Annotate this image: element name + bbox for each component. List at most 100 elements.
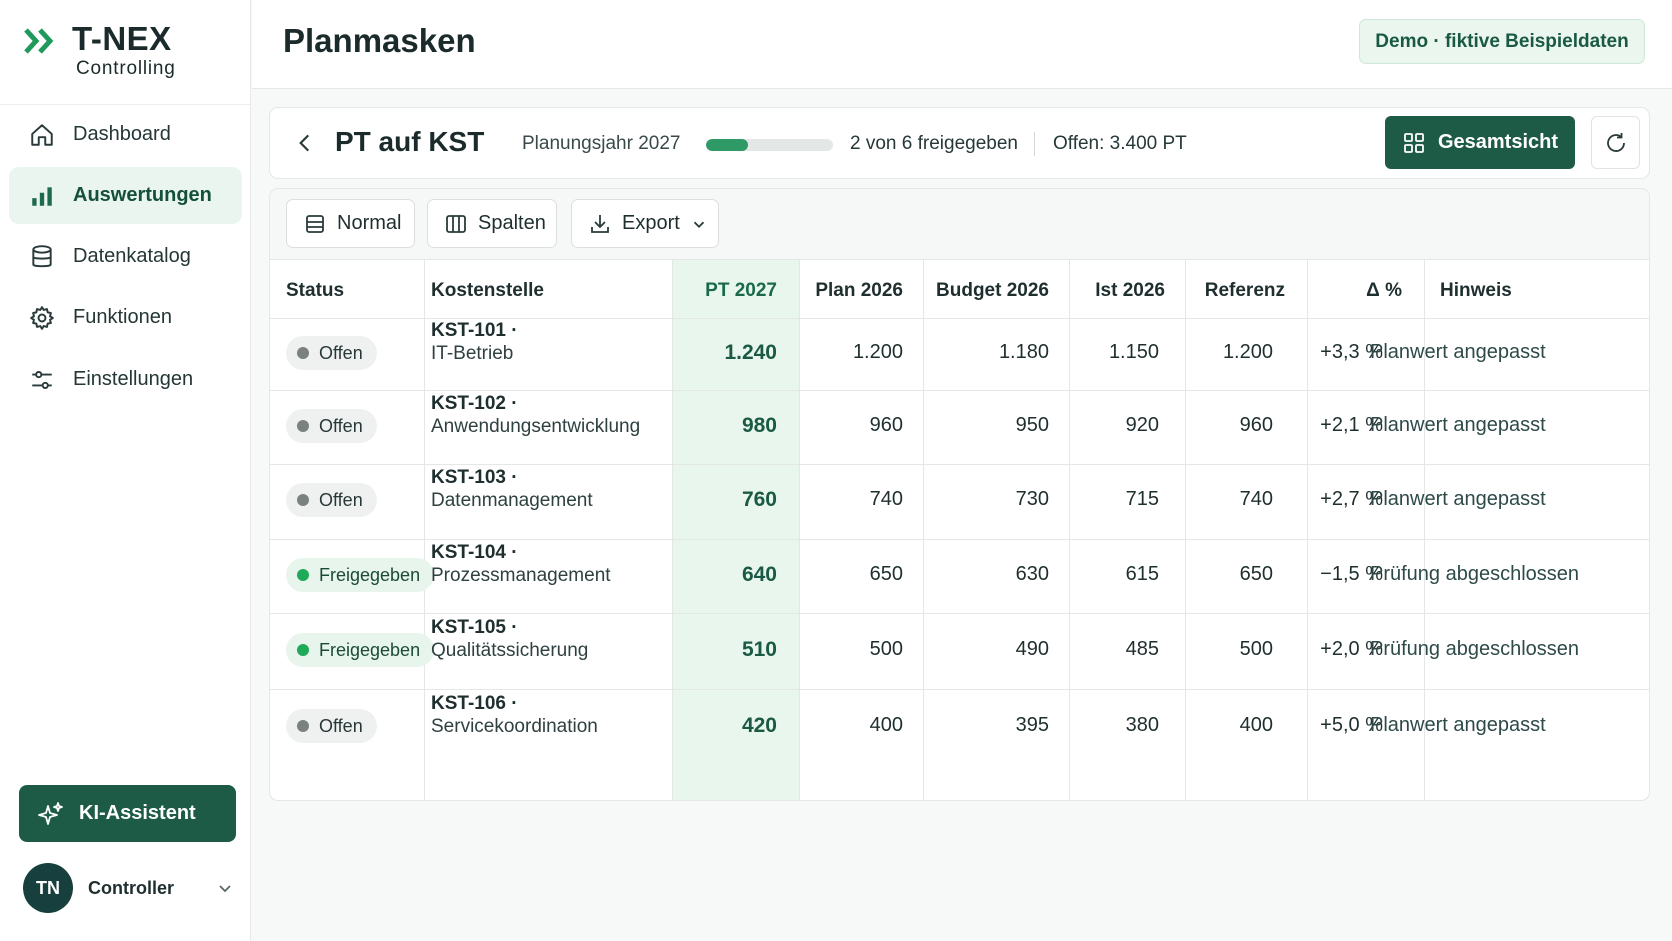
value-cell: 740: [869, 488, 903, 510]
plan-title: PT auf KST: [335, 126, 485, 157]
sidebar-item-datenkatalog[interactable]: Datenkatalog: [9, 228, 242, 285]
table-row[interactable]: Freigegeben KST-105 · Qualitätssicherung 51…: [270, 260, 1649, 800]
column-divider: [923, 260, 924, 800]
table-row[interactable]: Offen KST-106 · Servicekoordination 420 400 3…: [270, 260, 1649, 800]
sidebar-item-label: Dashboard: [73, 123, 171, 145]
approval-progress-fill: [706, 139, 748, 151]
row-divider: [270, 464, 1649, 465]
sidebar-item-dashboard[interactable]: Dashboard: [9, 106, 242, 163]
ki-assistant-label: KI-Assistent: [79, 802, 196, 824]
value-cell: 485: [1125, 638, 1159, 660]
column-header[interactable]: Δ %: [1366, 280, 1402, 301]
user-menu[interactable]: TN Controller: [23, 862, 235, 914]
status-dot-icon: [297, 569, 309, 581]
cost-center-code: KST-101 ·: [431, 320, 518, 341]
sidebar-item-funktionen[interactable]: Funktionen: [9, 289, 242, 346]
sliders-icon: [32, 370, 52, 389]
column-header[interactable]: Ist 2026: [1095, 280, 1165, 301]
refresh-button[interactable]: [1591, 116, 1640, 169]
value-cell: 1.200: [1222, 341, 1273, 363]
row-divider: [270, 613, 1649, 614]
sidebar-item-einstellungen[interactable]: Einstellungen: [9, 351, 242, 408]
value-cell: 920: [1125, 414, 1159, 436]
cost-center-name: Anwendungsentwicklung: [431, 416, 641, 437]
column-header[interactable]: Referenz: [1204, 280, 1285, 301]
column-header[interactable]: Kostenstelle: [431, 280, 544, 301]
column-divider: [1307, 260, 1308, 800]
plan-table-card: Normal Spalten Export Status Kostenstelle…: [269, 188, 1650, 801]
chevron-down-icon: [219, 885, 231, 893]
table-row[interactable]: Offen KST-103 · Datenmanagement 760 740 730 71…: [270, 260, 1649, 800]
user-role: Controller: [88, 877, 175, 898]
cost-center-code: KST-106 ·: [431, 693, 518, 714]
hint-cell: Prüfung abgeschlossen: [1370, 563, 1580, 585]
column-divider: [1424, 260, 1425, 800]
status-dot-icon: [297, 494, 309, 506]
grid-icon: [1404, 132, 1424, 153]
sidebar-item-label: Einstellungen: [73, 368, 194, 390]
value-cell: 500: [869, 638, 903, 660]
demo-badge: Demo · fiktive Beispieldaten: [1359, 19, 1645, 64]
value-cell: 1.200: [852, 341, 903, 363]
plan-header: PT auf KST Planungsjahr 2027 2 von 6 fre…: [269, 107, 1650, 179]
value-cell: 400: [1239, 714, 1273, 736]
list-view-icon: [306, 214, 324, 233]
value-cell: 1.150: [1108, 341, 1159, 363]
columns-label: Spalten: [478, 212, 546, 234]
value-cell: +3,3 %: [1320, 341, 1383, 363]
approved-count: 2 von 6 freigegeben: [850, 133, 1018, 154]
open-total: Offen: 3.400 PT: [1053, 133, 1187, 154]
sidebar-item-label: Datenkatalog: [73, 245, 191, 267]
column-header[interactable]: Hinweis: [1440, 280, 1512, 301]
column-header[interactable]: PT 2027: [705, 280, 777, 301]
ki-assistant-button[interactable]: KI-Assistent: [19, 785, 236, 842]
value-cell: 730: [1015, 488, 1049, 510]
cost-center-code: KST-103 ·: [431, 467, 518, 488]
value-cell: 380: [1125, 714, 1159, 736]
table-row[interactable]: Offen KST-101 · IT-Betrieb 1.240 1.200 1.180 1…: [270, 260, 1649, 800]
table-row[interactable]: Freigegeben KST-104 · Prozessmanagement 640…: [270, 260, 1649, 800]
columns-icon: [446, 214, 466, 233]
status-label: Offen: [319, 489, 363, 510]
column-divider: [1185, 260, 1186, 800]
value-cell: 490: [1015, 638, 1049, 660]
approval-progress-bar: [706, 139, 833, 151]
status-label: Offen: [319, 715, 363, 736]
status-badge: Offen: [286, 336, 377, 370]
cost-center-name: Qualitätssicherung: [431, 640, 589, 661]
column-divider: [424, 260, 425, 800]
hint-cell: Prüfung abgeschlossen: [1370, 638, 1580, 660]
value-cell: +2,1 %: [1320, 414, 1383, 436]
normal-view-button[interactable]: Normal: [286, 199, 415, 248]
column-header[interactable]: Budget 2026: [936, 280, 1049, 301]
status-dot-icon: [297, 720, 309, 732]
export-dropdown[interactable]: Export: [571, 199, 719, 248]
column-divider: [799, 260, 800, 800]
logo-name: T-NEX: [72, 20, 172, 57]
back-arrow-icon[interactable]: [292, 130, 318, 156]
value-cell: +5,0 %: [1320, 714, 1383, 736]
status-dot-icon: [297, 420, 309, 432]
table-row[interactable]: Offen KST-102 · Anwendungsentwicklung 980 96…: [270, 260, 1649, 800]
overview-button[interactable]: Gesamtsicht: [1385, 116, 1575, 169]
value-cell: 650: [869, 563, 903, 585]
cost-center-name: Prozessmanagement: [431, 565, 611, 586]
status-badge: Offen: [286, 483, 377, 517]
sidebar-item-auswertungen[interactable]: Auswertungen: [9, 167, 242, 224]
row-divider: [270, 689, 1649, 690]
header-divider: [1034, 132, 1035, 156]
gear-icon: [30, 305, 54, 330]
row-divider: [270, 539, 1649, 540]
columns-button[interactable]: Spalten: [427, 199, 557, 248]
value-cell: 400: [869, 714, 903, 736]
logo-chevrons-icon: [24, 28, 54, 54]
value-cell: −1,5 %: [1320, 563, 1383, 585]
sparkle-icon: [38, 801, 63, 825]
value-cell: 960: [869, 414, 903, 436]
sidebar-item-label: Auswertungen: [73, 184, 212, 206]
column-header[interactable]: Plan 2026: [815, 280, 903, 301]
column-header[interactable]: Status: [286, 280, 345, 301]
page-title: Planmasken: [283, 22, 476, 59]
status-label: Freigegeben: [319, 639, 421, 660]
status-dot-icon: [297, 644, 309, 656]
